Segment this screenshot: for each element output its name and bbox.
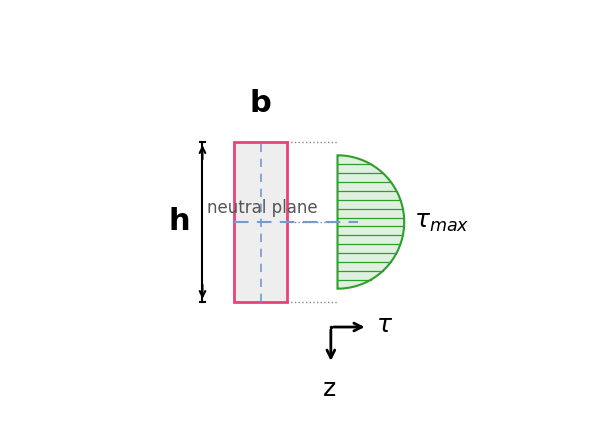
Bar <box>234 142 287 302</box>
Text: b: b <box>250 89 272 118</box>
Text: h: h <box>169 207 190 236</box>
Text: $\tau_{max}$: $\tau_{max}$ <box>414 210 470 234</box>
Text: $\tau$: $\tau$ <box>376 313 393 337</box>
Text: z: z <box>323 377 336 401</box>
Polygon shape <box>338 155 404 289</box>
Text: neutral plane: neutral plane <box>207 199 318 217</box>
